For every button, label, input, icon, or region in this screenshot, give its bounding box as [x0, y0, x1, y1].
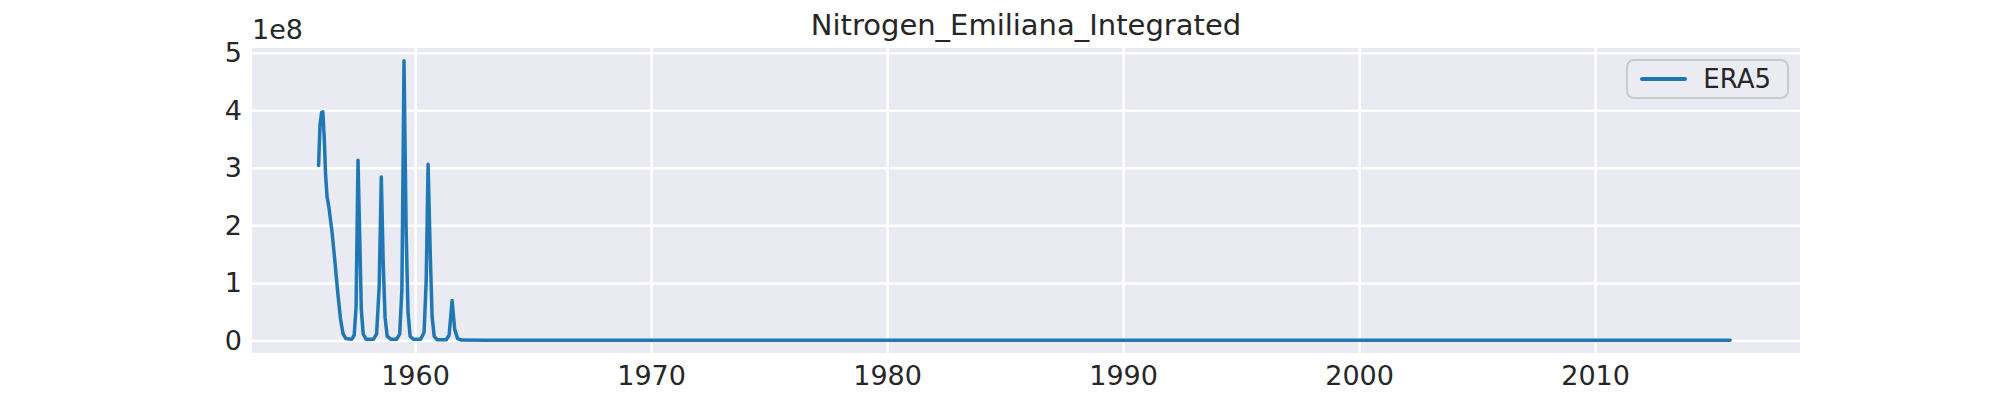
y-tick-label: 4 — [0, 97, 242, 125]
y-tick-label: 1 — [0, 269, 242, 297]
legend-line-sample — [1640, 77, 1687, 81]
series-line-era5 — [319, 61, 1731, 341]
y-tick-label: 3 — [0, 154, 242, 182]
plot-area: ERA5 — [252, 48, 1800, 353]
x-tick-label: 1960 — [381, 362, 450, 390]
chart-title: Nitrogen_Emiliana_Integrated — [252, 8, 1800, 42]
legend: ERA5 — [1626, 59, 1789, 99]
figure: Nitrogen_Emiliana_Integrated 1e8 ERA5 0 1… — [0, 0, 2000, 400]
y-axis-offset-label: 1e8 — [252, 16, 303, 44]
y-tick-label: 5 — [0, 39, 242, 67]
y-tick-label: 2 — [0, 212, 242, 240]
y-tick-label: 0 — [0, 327, 242, 355]
plot-canvas — [252, 48, 1800, 353]
x-tick-label: 2000 — [1325, 362, 1394, 390]
legend-label: ERA5 — [1703, 66, 1771, 92]
x-tick-label: 1990 — [1089, 362, 1158, 390]
x-tick-label: 1970 — [617, 362, 686, 390]
x-tick-label: 1980 — [853, 362, 922, 390]
x-tick-label: 2010 — [1561, 362, 1630, 390]
